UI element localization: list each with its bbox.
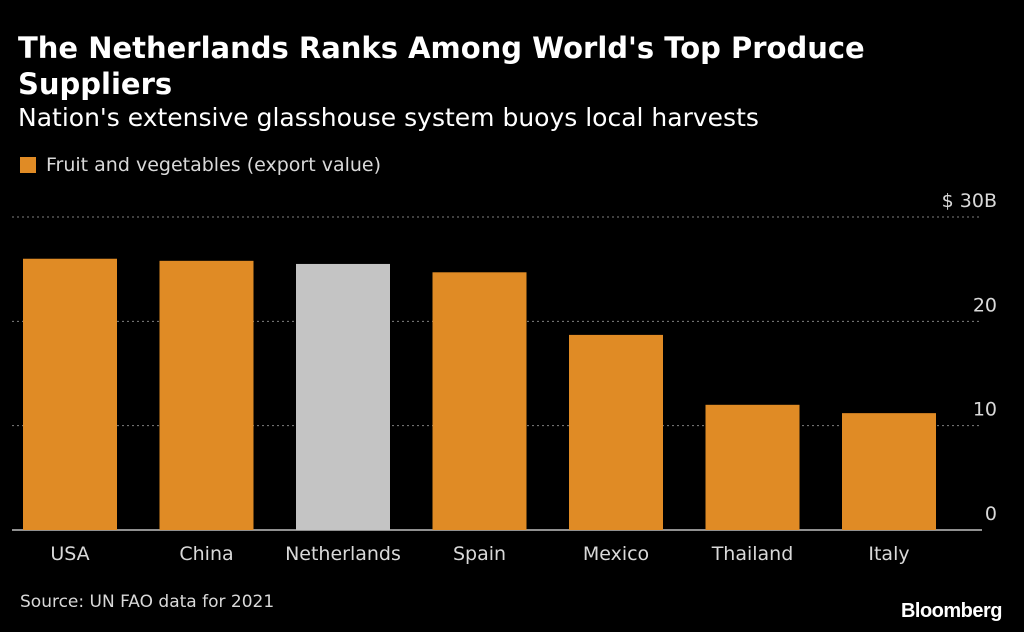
chart-subtitle: Nation's extensive glasshouse system buo… [18, 103, 759, 132]
legend-swatch [20, 157, 36, 173]
x-tick-label: USA [50, 543, 89, 565]
bar-thailand [705, 404, 800, 530]
y-tick-label: 10 [973, 399, 997, 421]
x-tick-label: China [179, 543, 233, 565]
legend: Fruit and vegetables (export value) [20, 154, 381, 176]
source-note: Source: UN FAO data for 2021 [20, 592, 275, 612]
bloomberg-logo: Bloomberg [900, 600, 1003, 622]
x-tick-label: Italy [868, 543, 909, 565]
y-tick-label: $ 30B [942, 190, 997, 212]
bar-mexico [569, 334, 663, 530]
bar-spain [432, 272, 527, 530]
bar-italy [842, 413, 936, 530]
bar-china [159, 260, 254, 530]
bar-usa [23, 258, 117, 530]
x-tick-label: Mexico [583, 543, 649, 565]
bar-netherlands [296, 263, 390, 530]
x-tick-label: Spain [453, 543, 506, 565]
x-tick-label: Netherlands [285, 543, 401, 565]
legend-label: Fruit and vegetables (export value) [46, 154, 382, 176]
y-tick-label: 0 [985, 503, 997, 525]
x-tick-label: Thailand [711, 543, 794, 565]
chart-title: The Netherlands Ranks Among World's Top … [18, 31, 865, 101]
y-tick-label: 20 [973, 294, 997, 316]
